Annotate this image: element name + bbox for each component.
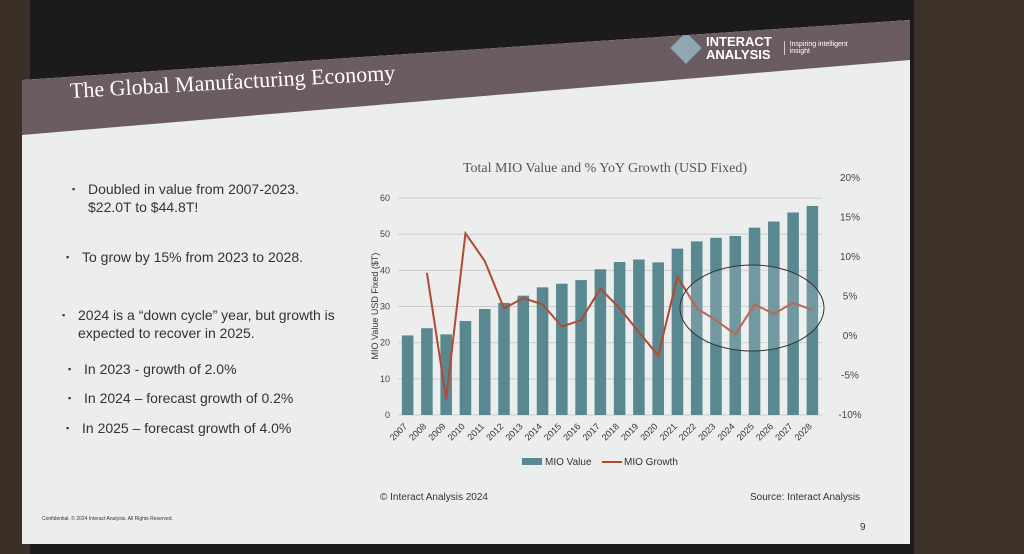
x-tick-label: 2019 <box>619 421 640 442</box>
bar <box>421 328 433 415</box>
x-tick-label: 2025 <box>735 421 756 442</box>
x-tick-label: 2020 <box>638 421 659 442</box>
bullet: Doubled in value from 2007-2023. $22.0T … <box>72 180 338 216</box>
logo-line: INTERACT <box>706 34 772 49</box>
room-wall <box>914 0 1024 554</box>
copyright: © Interact Analysis 2024 <box>380 492 488 503</box>
x-tick-label: 2021 <box>658 421 679 442</box>
bullet: To grow by 15% from 2023 to 2028. <box>66 248 382 266</box>
bar <box>440 334 452 415</box>
bar <box>633 259 645 415</box>
x-tick-label: 2022 <box>677 421 698 442</box>
bar <box>652 262 664 415</box>
y-tick-label: 20 <box>380 338 390 348</box>
y2-tick-label: 5% <box>843 292 858 303</box>
legend-label: MIO Growth <box>624 457 678 468</box>
bar <box>729 235 742 415</box>
bar <box>768 221 780 415</box>
x-tick-label: 2013 <box>503 421 524 442</box>
y-tick-label: 50 <box>380 229 390 239</box>
y-tick-label: 60 <box>380 193 390 203</box>
bar <box>748 227 761 415</box>
bar <box>594 269 607 415</box>
bar <box>498 302 510 415</box>
bullet: 2024 is a “down cycle” year, but growth … <box>62 306 358 342</box>
bar <box>401 335 414 415</box>
highlight-ellipse <box>679 264 825 352</box>
bullet: In 2024 – forecast growth of 0.2% <box>68 389 384 407</box>
x-tick-label: 2028 <box>793 421 814 442</box>
logo-line: ANALYSIS <box>706 47 771 62</box>
x-tick-label: 2010 <box>446 421 467 442</box>
confidential: Confidential. © 2024 Interact Analysis. … <box>42 516 173 522</box>
bar <box>536 287 549 415</box>
x-tick-label: 2007 <box>388 421 409 442</box>
y2-tick-label: 15% <box>840 213 860 224</box>
chart-title: Total MIO Value and % YoY Growth (USD Fi… <box>463 161 747 176</box>
bar <box>575 280 587 415</box>
legend-swatch-bar <box>522 458 542 465</box>
y2-tick-label: -5% <box>841 371 859 382</box>
bullet: In 2023 - growth of 2.0% <box>68 360 384 378</box>
bar <box>787 212 799 415</box>
bar <box>710 237 722 415</box>
page-number: 9 <box>860 522 866 533</box>
y-tick-label: 0 <box>385 410 390 420</box>
x-tick-label: 2008 <box>407 421 428 442</box>
bar <box>671 248 684 415</box>
y2-tick-label: 20% <box>840 173 860 184</box>
y2-tick-label: 10% <box>840 252 860 263</box>
bar <box>556 283 568 415</box>
x-tick-label: 2023 <box>696 421 717 442</box>
x-tick-label: 2012 <box>484 421 505 442</box>
bar <box>517 295 530 415</box>
x-tick-label: 2016 <box>561 421 582 442</box>
x-tick-label: 2024 <box>715 421 736 442</box>
y2-tick-label: -10% <box>838 410 861 421</box>
y-tick-label: 30 <box>380 302 390 312</box>
bullet: In 2025 – forecast growth of 4.0% <box>66 419 382 437</box>
x-tick-label: 2018 <box>600 421 621 442</box>
x-tick-label: 2017 <box>581 421 602 442</box>
bar <box>478 309 491 415</box>
x-tick-label: 2026 <box>754 421 775 442</box>
y-tick-label: 40 <box>380 265 390 275</box>
y-axis-label: MIO Value USD Fixed ($T) <box>370 253 380 360</box>
x-tick-label: 2014 <box>523 421 544 442</box>
x-tick-label: 2027 <box>773 421 794 442</box>
tagline: Inspiring intelligent insight <box>783 41 860 55</box>
x-tick-label: 2015 <box>542 421 563 442</box>
logo: INTERACT ANALYSIS Inspiring intelligent i… <box>670 32 860 64</box>
source: Source: Interact Analysis <box>750 492 861 503</box>
growth-line <box>425 230 813 400</box>
x-tick-label: 2011 <box>465 421 486 442</box>
bar <box>806 205 819 415</box>
y-tick-label: 10 <box>380 374 390 384</box>
legend-label: MIO Value <box>545 457 592 468</box>
bar <box>613 262 626 415</box>
bar <box>690 241 703 415</box>
y2-tick-label: 0% <box>843 331 858 342</box>
x-tick-label: 2009 <box>426 421 447 442</box>
bar <box>459 320 472 415</box>
